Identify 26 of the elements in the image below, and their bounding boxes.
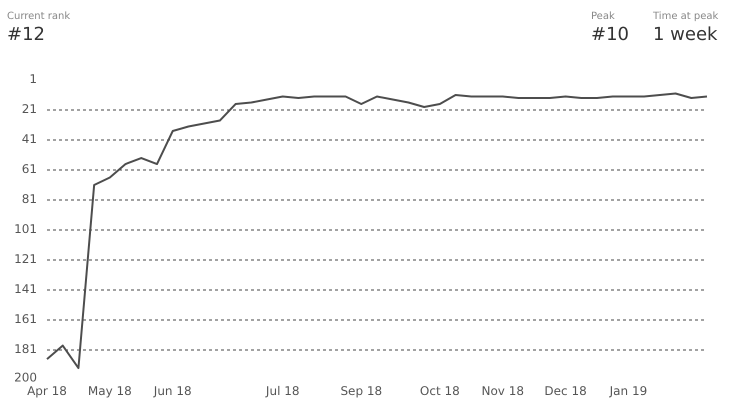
x-tick-label: Nov 18 — [481, 384, 524, 398]
x-tick-label: Oct 18 — [420, 384, 460, 398]
text: Current rank — [7, 11, 70, 22]
text: 1 week — [653, 24, 718, 45]
y-tick-label: 181 — [14, 342, 37, 356]
y-tick-label: 21 — [22, 102, 37, 116]
x-tick-label: Apr 18 — [27, 384, 67, 398]
x-tick-label: Sep 18 — [340, 384, 382, 398]
y-tick-label: 200 — [14, 370, 37, 385]
x-tick-label: Dec 18 — [544, 384, 587, 398]
y-tick-label: 1 — [29, 72, 37, 86]
text: #10 — [591, 24, 629, 45]
y-tick-label: 41 — [22, 132, 37, 146]
y-tick-label: 81 — [22, 192, 37, 206]
y-tick-label: 141 — [14, 282, 37, 296]
x-tick-label: Jan 19 — [608, 384, 648, 398]
y-tick-label: 121 — [14, 252, 37, 266]
text: Time at peak — [653, 11, 718, 22]
y-tick-label: 161 — [14, 312, 37, 326]
text: #12 — [7, 24, 45, 45]
x-tick-label: May 18 — [88, 384, 132, 398]
y-tick-label: 101 — [14, 222, 37, 236]
text: Peak — [591, 11, 615, 22]
y-tick-label: 61 — [22, 162, 37, 176]
x-tick-label: Jun 18 — [152, 384, 192, 398]
x-tick-label: Jul 18 — [264, 384, 300, 398]
